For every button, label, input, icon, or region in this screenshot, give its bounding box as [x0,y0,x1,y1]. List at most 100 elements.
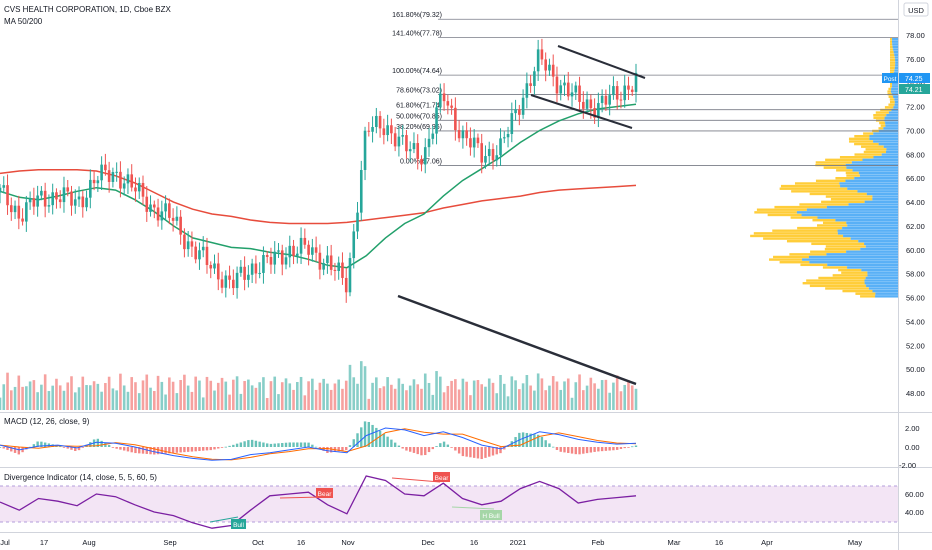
candle-body [352,231,356,259]
volume-bar [318,382,322,410]
candle-body [634,72,638,92]
volume-profile-row-up [873,140,898,143]
macd-histogram-bar [296,442,299,447]
volume-bar [235,376,239,410]
volume-profile-row-up [808,255,898,259]
volume-bar [457,389,461,410]
price-tick-label: 74.00 [906,79,925,88]
candle-body [183,234,186,250]
volume-bar [307,381,310,410]
volume-profile-row-down [873,113,887,117]
volume-profile-row-down [774,205,827,209]
volume-bar [533,390,536,410]
volume-profile-row-down [890,82,893,85]
volume-bar [104,383,107,410]
volume-profile-row-down [789,253,827,256]
macd-histogram-bar [627,447,630,448]
bear-divergence-line-1 [279,496,323,499]
volume-bar [574,382,578,410]
volume-profile-row-down [832,274,868,277]
volume-profile-row-up [864,242,898,246]
volume-bar [156,375,160,410]
volume-bar [254,387,258,410]
macd-histogram-bar [74,447,77,451]
volume-bar [612,382,615,410]
candle-body [224,275,228,288]
volume-profile-row-up [892,43,898,46]
volume-profile-row-down [838,268,862,272]
volume-profile-row-up [847,266,898,269]
volume-profile-row-down [809,192,867,196]
volume-profile-row-up [839,182,898,185]
channel-lower-trendline[interactable] [530,94,633,129]
candle-body [544,59,547,71]
volume-bar [201,397,205,410]
volume-profile-row-down [822,266,848,269]
divergence-tags: Bull Bear Bear H Bull [209,472,502,529]
macd-histogram-bar [536,434,540,447]
volume-bar [337,379,340,410]
fib-level-label: 141.40%(77.78) [392,31,442,38]
currency-button[interactable] [903,2,929,17]
macd-histogram-bar [540,436,544,447]
volume-bar [152,390,156,410]
volume-profile-row-up [842,226,898,230]
candle-body [175,216,179,221]
volume-trendline[interactable] [397,294,637,386]
volume-bar [314,389,318,410]
macd-histogram-bar [32,444,36,447]
volume-profile-row-up [817,216,898,219]
volume-profile-row-up [866,192,898,196]
volume-profile-row-down [842,289,873,293]
price-tick-label: 64.00 [906,198,925,207]
channel-upper-trendline[interactable] [557,45,646,79]
candle-body [156,207,160,221]
macd-histogram-bar [43,442,47,447]
volume-profile-row-up [861,268,898,272]
volume-profile-row-down [880,124,886,127]
volume-bar [115,390,118,410]
volume-profile-row-up [796,211,898,214]
candle-body [85,197,88,208]
volume-bar [416,384,420,410]
candle-body [314,247,318,253]
volume-bars [0,361,638,410]
candle-body [122,183,126,189]
candle-body [160,211,164,221]
volume-bar [329,389,333,410]
candle-body [495,155,499,161]
candle-body [130,174,134,188]
volume-profile-row-down [890,64,896,67]
volume-profile-row-down [889,98,895,101]
macd-histogram-bar [454,447,457,451]
macd-histogram-bar [224,446,227,448]
price-axis: 78.00 76.00 74.00 72.00 70.00 68.00 66.00 64.00… [906,31,925,398]
macd-histogram-bar [145,447,148,454]
volume-profile [750,37,898,298]
candle-body [25,202,28,222]
volume-bar [134,382,137,410]
macd-histogram-bar [393,442,397,447]
candle-body [510,113,514,134]
volume-bar [28,381,32,410]
time-axis-label: Dec [421,538,435,547]
candle-body [13,205,17,213]
volume-profile-row-up [875,295,898,298]
volume-profile-row-up [884,116,898,120]
volume-bar [119,373,122,410]
macd-histogram-bar [40,441,43,447]
macd-histogram-bar [567,447,570,453]
volume-bar [585,385,589,410]
volume-profile-row-down [802,282,865,285]
candle-body [615,86,619,100]
volume-profile-row-down [780,184,841,188]
volume-profile-row-down [825,245,866,248]
time-axis-label: Mar [668,538,681,547]
macd-histogram-bar [416,447,419,455]
macd-histogram-bar [70,447,73,450]
macd-histogram-bar [175,447,179,453]
volume-bar [258,382,261,410]
volume-bar [540,378,544,410]
macd-histogram-bar [386,436,389,447]
macd-histogram-bar [190,447,194,452]
